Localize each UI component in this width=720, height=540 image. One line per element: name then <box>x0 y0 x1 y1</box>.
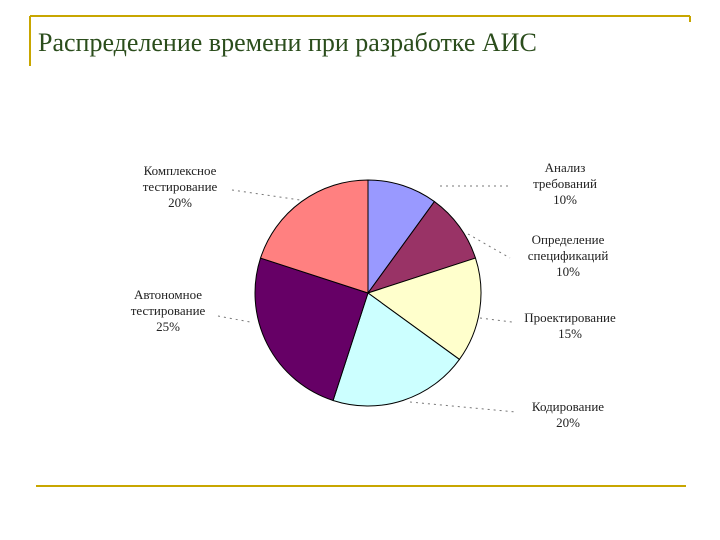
slide-frame <box>29 15 691 487</box>
leader-lines <box>217 185 517 413</box>
slice-3 <box>366 257 482 361</box>
slice-4-leader <box>409 401 517 413</box>
slice-2-leader <box>467 233 511 259</box>
slice-labels: Анализтребований10%Определениеспецификац… <box>131 160 616 430</box>
slice-5 <box>254 257 369 402</box>
slice-6-value-label: 20% <box>168 195 192 210</box>
slice-4-label: Кодирование <box>532 399 604 414</box>
pie-slices <box>254 179 482 407</box>
slice-2-value-label: 10% <box>556 264 580 279</box>
slice-4-value-label: 20% <box>556 415 580 430</box>
slice-5-value-label: 25% <box>156 319 180 334</box>
slice-6-label: тестирование <box>143 179 218 194</box>
slice-6-leader <box>231 189 301 201</box>
slice-6 <box>259 179 369 294</box>
slice-2-label: Определение <box>532 232 605 247</box>
slice-2-label: спецификаций <box>528 248 609 263</box>
slice-3-value-label: 15% <box>558 326 582 341</box>
slice-1-label: требований <box>533 176 597 191</box>
slice-3-leader <box>479 317 513 323</box>
slide-title: Распределение времени при разработке АИС <box>38 28 537 57</box>
slice-1-value-label: 10% <box>553 192 577 207</box>
slice-5-label: Автономное <box>134 287 202 302</box>
slice-3-label: Проектирование <box>524 310 616 325</box>
slice-1-label: Анализ <box>545 160 586 175</box>
slice-5-leader <box>217 315 251 323</box>
slice-2 <box>366 200 477 294</box>
slice-6-label: Комплексное <box>144 163 217 178</box>
slice-4 <box>332 292 461 407</box>
slice-1 <box>367 179 436 295</box>
slice-5-label: тестирование <box>131 303 206 318</box>
